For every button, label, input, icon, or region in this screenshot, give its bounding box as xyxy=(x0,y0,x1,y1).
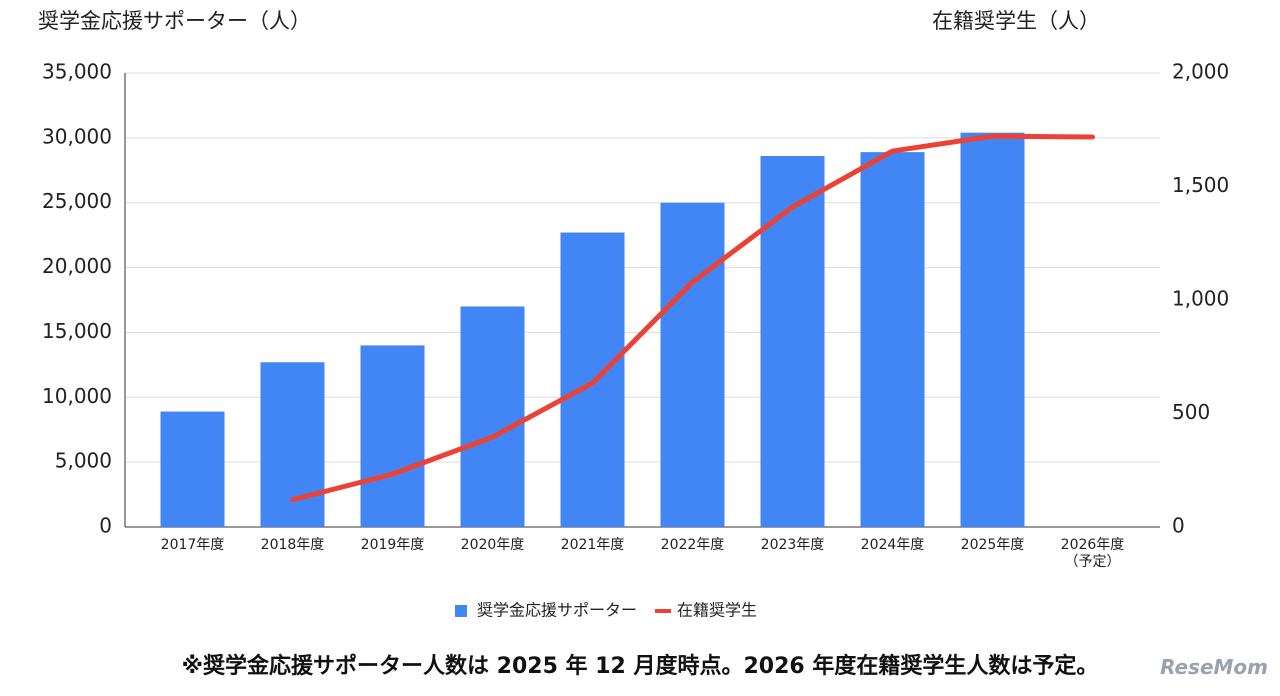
y-tick-label: 30,000 xyxy=(42,124,112,148)
bar xyxy=(660,202,725,527)
watermark: ReseMom xyxy=(1160,655,1268,679)
legend-label: 在籍奨学生 xyxy=(677,601,757,620)
y2-tick-label: 2,000 xyxy=(1172,60,1229,84)
y2-tick-label: 1,000 xyxy=(1172,287,1229,311)
bar xyxy=(260,362,325,527)
bar xyxy=(360,345,425,527)
y-tick-label: 10,000 xyxy=(42,384,112,408)
bar xyxy=(860,152,925,527)
x-tick-label: 2022年度 xyxy=(660,537,725,553)
bar xyxy=(460,306,525,527)
x-tick-label: 2019年度 xyxy=(360,537,425,553)
x-tick-label: 2023年度 xyxy=(760,537,825,553)
x-tick-label: 2018年度 xyxy=(260,537,325,553)
y-tick-label: 35,000 xyxy=(42,60,112,84)
y-tick-label: 5,000 xyxy=(55,449,112,473)
bar xyxy=(760,156,825,527)
y2-tick-label: 1,500 xyxy=(1172,173,1229,197)
x-tick-label: 2021年度 xyxy=(560,537,625,553)
y-tick-label: 25,000 xyxy=(42,189,112,213)
x-tick-label: 2017年度 xyxy=(160,537,225,553)
x-tick-label: 2024年度 xyxy=(860,537,925,553)
bar xyxy=(160,411,225,527)
x-tick-label: 2020年度 xyxy=(460,537,525,553)
footnote: ※奨学金応援サポーター人数は 2025 年 12 月度時点。2026 年度在籍奨… xyxy=(181,654,1099,679)
y-axis-title: 奨学金応援サポーター（人） xyxy=(38,9,311,33)
x-tick-label: 2026年度 （予定） xyxy=(1060,537,1125,570)
y2-tick-label: 500 xyxy=(1172,400,1210,424)
bar xyxy=(960,132,1025,527)
legend-label: 奨学金応援サポーター xyxy=(477,601,637,620)
y2-tick-label: 0 xyxy=(1172,514,1185,538)
y-tick-label: 20,000 xyxy=(42,254,112,278)
x-tick-label: 2025年度 xyxy=(960,537,1025,553)
y-tick-label: 15,000 xyxy=(42,319,112,343)
line xyxy=(290,133,1095,503)
y-tick-label: 0 xyxy=(99,514,112,538)
y2-axis-title: 在籍奨学生（人） xyxy=(932,9,1100,33)
legend-swatch xyxy=(455,605,467,617)
